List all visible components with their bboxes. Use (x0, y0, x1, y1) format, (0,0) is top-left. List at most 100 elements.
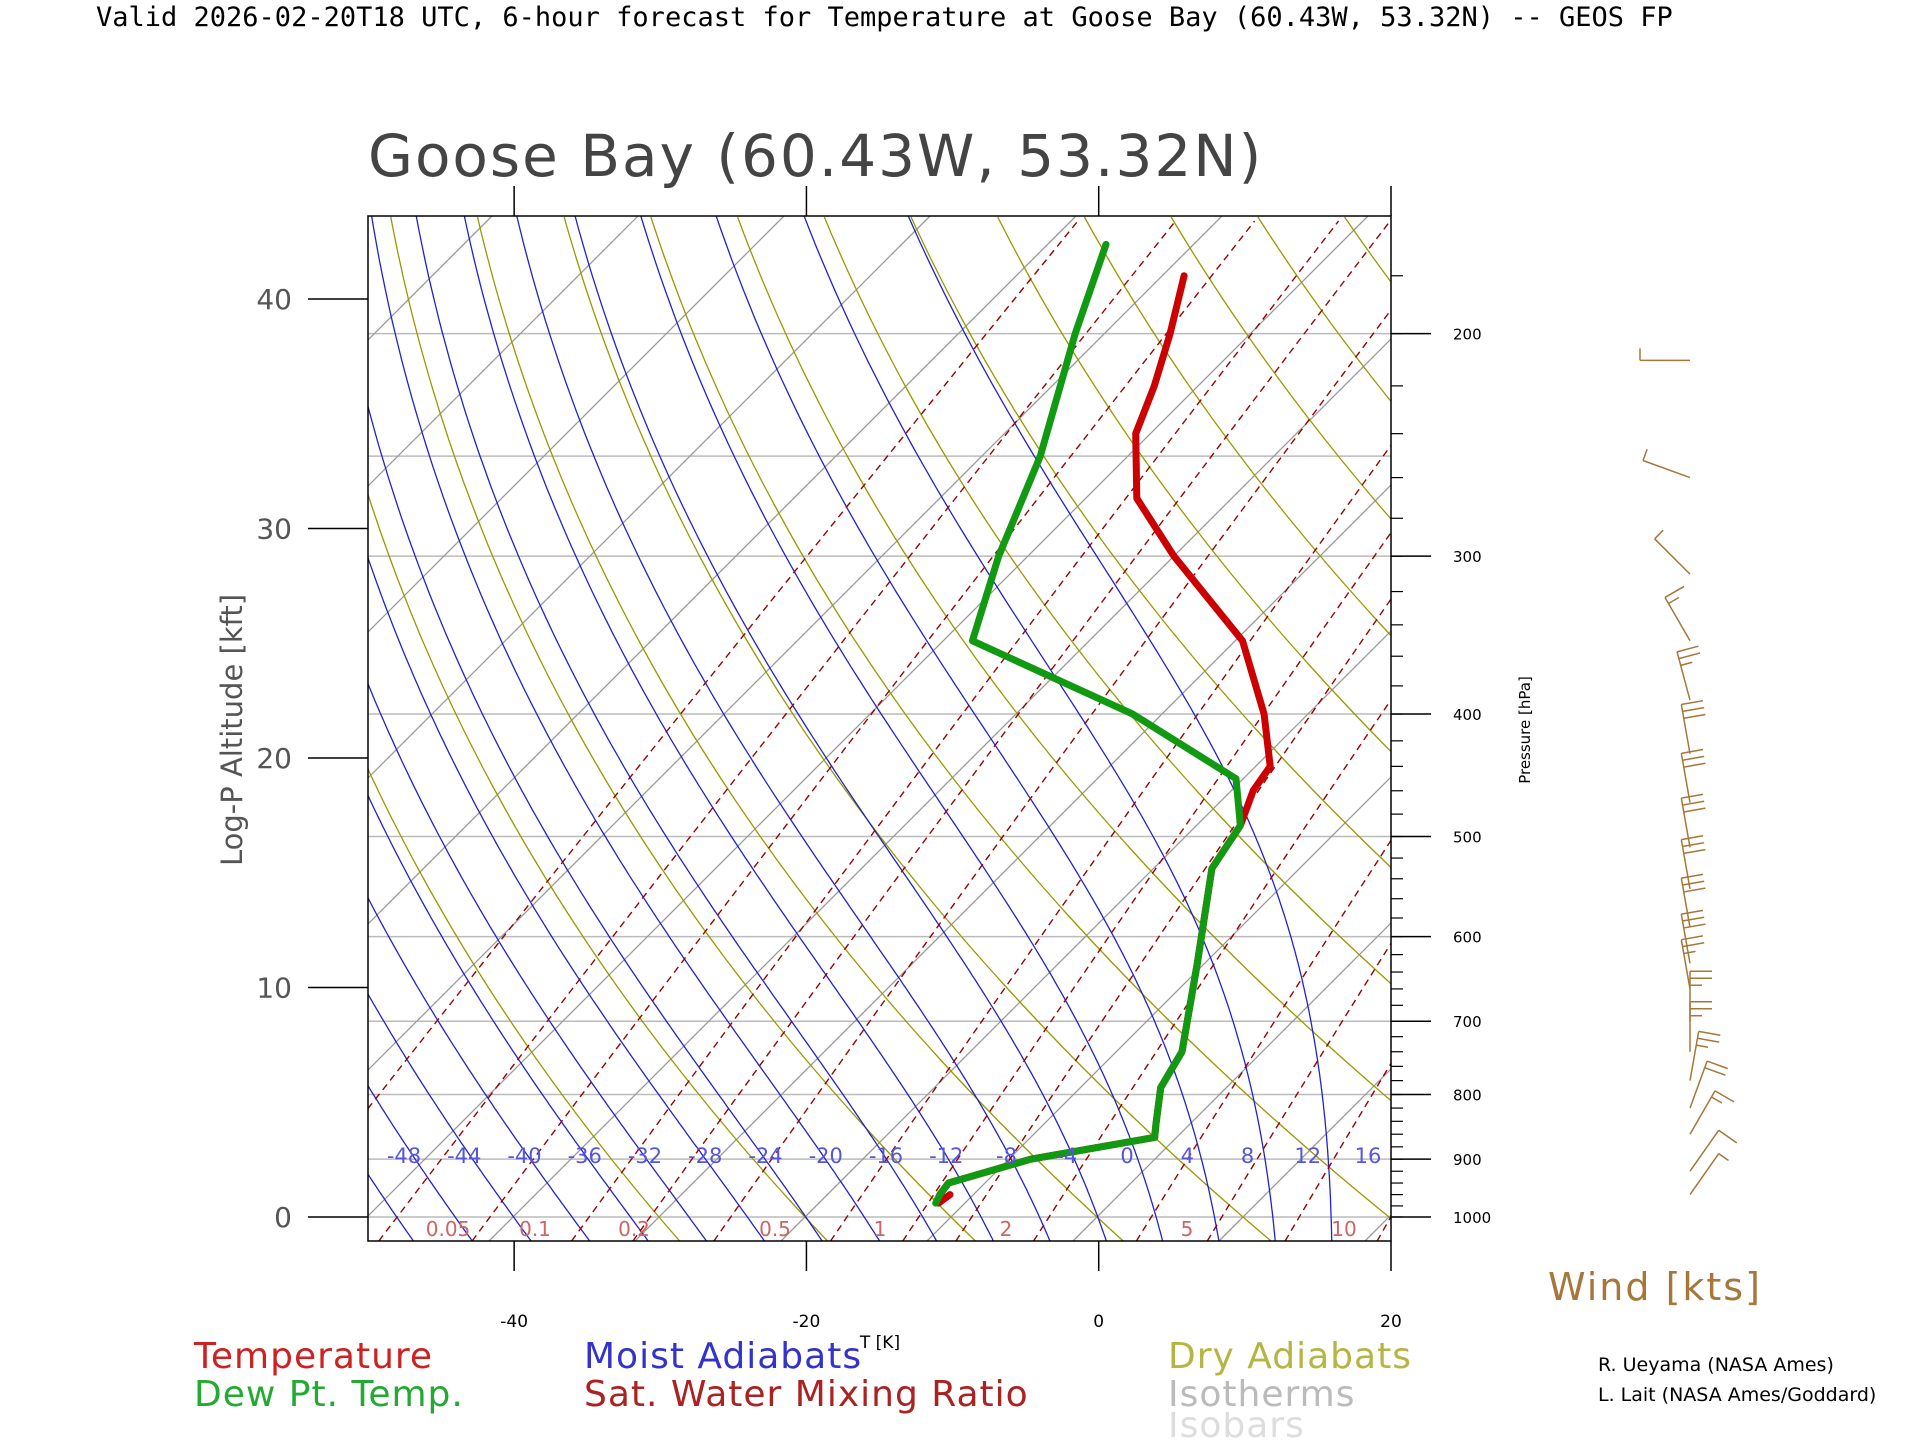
pressure-tick-label: 600 (1453, 929, 1482, 947)
wind-barb-staff (1689, 1090, 1716, 1135)
dry-adiabat (1170, 216, 1391, 521)
isotherm-line (368, 216, 785, 633)
wind-barb-flag (1681, 935, 1704, 941)
moist-adiabat-label: 12 (1294, 1144, 1321, 1168)
isotherm-line (1072, 922, 1391, 1241)
moist-adiabat-label: 8 (1241, 1144, 1254, 1168)
wind-barb (1689, 1090, 1735, 1135)
dry-adiabat (1778, 217, 1920, 1241)
moist-adiabat-label: -28 (688, 1144, 722, 1168)
chart-grid (0, 216, 1920, 1241)
mixing-ratio-label: 1 (874, 1217, 887, 1241)
moist-adiabat-label: -16 (869, 1144, 903, 1168)
mixing-ratio-line (713, 308, 1391, 1241)
mixing-ratio-label: 0.1 (519, 1217, 551, 1241)
y-tick-label: 10 (256, 972, 292, 1005)
wind-barb-flag (1682, 841, 1705, 848)
mixing-ratio-line (471, 220, 1256, 1241)
wind-barb-flag (1682, 942, 1705, 948)
mixing-ratio-label: 10 (1331, 1217, 1356, 1241)
wind-barb-staff (1680, 704, 1691, 754)
wind-barb (1680, 835, 1706, 889)
wind-barbs (1639, 348, 1738, 1196)
wind-barb (1680, 873, 1706, 928)
mixing-ratio-label: 5 (1181, 1217, 1194, 1241)
pressure-tick-label: 500 (1453, 829, 1482, 847)
isotherm-line (368, 216, 639, 487)
moist-adiabat (368, 1084, 474, 1241)
legend-dewpoint: Dew Pt. Temp. (194, 1374, 464, 1415)
wind-barb-staff (1642, 459, 1691, 479)
legend-mixing-ratio: Sat. Water Mixing Ratio (584, 1374, 1029, 1415)
isotherm-line (368, 216, 1223, 1071)
dry-adiabat (368, 767, 681, 1241)
wind-barb-flag (1682, 800, 1705, 806)
moist-adiabat (415, 216, 938, 1241)
mixing-ratio-label: 2 (1000, 1217, 1013, 1241)
moist-adiabat (368, 403, 823, 1241)
wind-barb-half (1680, 661, 1693, 667)
moist-adiabat (368, 555, 766, 1241)
wind-barb-half (1696, 1044, 1709, 1048)
moist-adiabat-label: 0 (1120, 1144, 1133, 1168)
wind-barb-flag (1681, 748, 1704, 755)
wind-barb (1639, 348, 1690, 362)
mixing-ratio-label: 0.2 (618, 1217, 650, 1241)
mixing-ratio-line (1284, 1062, 1391, 1241)
moist-adiabat-label: -12 (929, 1144, 963, 1168)
wind-barb-flag (1681, 873, 1704, 879)
dry-adiabat (1605, 217, 1920, 1241)
isotherm-line (634, 484, 1391, 1241)
isotherm-line (0, 216, 200, 1241)
isotherm-line (368, 216, 1369, 1217)
moist-adiabat-label: 16 (1355, 1144, 1382, 1168)
legend-moist-adiabats: Moist Adiabats (584, 1336, 863, 1377)
wind-barb (1664, 585, 1691, 642)
y-tick-label: 0 (274, 1201, 292, 1234)
mixing-ratio-line (829, 444, 1391, 1241)
dry-adiabat (368, 492, 828, 1241)
isotherm-line (0, 216, 346, 1241)
wind-barb-staff (1680, 939, 1691, 990)
dry-adiabat (650, 216, 1391, 1220)
isotherm-line (1218, 1068, 1391, 1241)
header-title: Valid 2026-02-20T18 UTC, 6-hour forecast… (96, 2, 1673, 33)
moist-adiabat (516, 216, 1051, 1241)
isotherm-line (1511, 216, 1920, 1241)
isotherm-line (1803, 216, 1920, 1241)
x-tick-label: 0 (1093, 1312, 1104, 1332)
wind-barb (1680, 699, 1706, 754)
dry-adiabat (823, 216, 1391, 985)
legend-isotherms: Isotherms (1168, 1374, 1356, 1415)
wind-barb-flag (1706, 1060, 1729, 1070)
pressure-tick-label: 200 (1453, 326, 1482, 344)
moist-adiabat-label: -8 (996, 1144, 1017, 1168)
y-axis-label: Log-P Altitude [kft] (215, 594, 249, 866)
moist-adiabat (715, 216, 1220, 1241)
x-tick-label: -40 (500, 1312, 528, 1332)
wind-barb-staff (1680, 753, 1691, 803)
wind-barb-flag (1683, 887, 1706, 893)
wind-barb-flag (1714, 1090, 1735, 1103)
wind-barb-flag (1681, 909, 1704, 915)
moist-adiabat-label: -24 (748, 1144, 782, 1168)
wind-barb-flag (1683, 848, 1706, 855)
isotherm-line (368, 216, 1077, 925)
wind-barb-flag (1681, 835, 1704, 841)
mixing-ratio-line (632, 220, 1391, 1241)
moist-adiabat-label: -40 (507, 1144, 541, 1168)
wind-barb-flag (1683, 807, 1706, 813)
moist-adiabat (368, 1173, 415, 1241)
mixing-ratio-line (955, 597, 1391, 1241)
isotherm-line (0, 216, 54, 1241)
pressure-tick-label: 400 (1453, 706, 1482, 724)
dry-adiabat (390, 216, 976, 1241)
wind-barb-staff (1664, 597, 1691, 642)
isotherm-line (368, 216, 931, 779)
wind-barb (1689, 1060, 1729, 1109)
y-tick-label: 40 (256, 283, 292, 316)
wind-barb (1689, 1030, 1721, 1081)
wind-barb-flag (1698, 1030, 1721, 1036)
mixing-ratio-line (571, 220, 1340, 1241)
mixing-ratio-line (902, 531, 1391, 1241)
